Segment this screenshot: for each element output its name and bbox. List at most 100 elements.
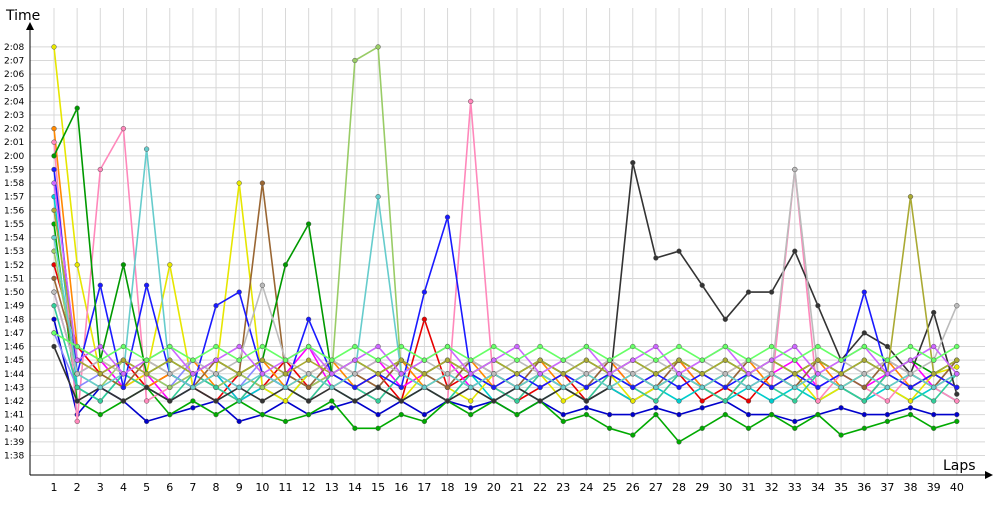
data-point xyxy=(722,343,728,350)
series-line xyxy=(53,182,958,389)
data-point xyxy=(97,357,103,363)
data-point xyxy=(51,303,57,309)
data-point xyxy=(954,411,960,418)
x-tick-label: 37 xyxy=(880,481,894,494)
data-point xyxy=(583,384,590,391)
data-point xyxy=(884,418,891,425)
x-tick-label: 12 xyxy=(302,481,316,494)
data-point xyxy=(630,384,636,391)
data-point xyxy=(468,371,474,377)
data-point xyxy=(329,405,335,411)
x-tick-label: 20 xyxy=(487,481,501,494)
data-point xyxy=(305,411,312,418)
data-point xyxy=(514,384,520,391)
data-point xyxy=(653,384,659,391)
data-point xyxy=(653,357,659,363)
y-tick-label: 1:42 xyxy=(4,397,24,407)
x-tick-label: 26 xyxy=(626,481,640,494)
data-point xyxy=(606,357,613,363)
data-point xyxy=(630,398,636,404)
data-point xyxy=(421,357,428,363)
data-point xyxy=(931,357,937,363)
data-point xyxy=(120,398,127,404)
data-point xyxy=(421,371,428,377)
data-point xyxy=(861,411,867,418)
data-point xyxy=(884,411,891,418)
data-point xyxy=(444,214,451,220)
data-point xyxy=(537,357,543,363)
data-point xyxy=(722,398,728,404)
data-point xyxy=(305,371,312,377)
data-point xyxy=(907,411,914,418)
x-tick-label: 27 xyxy=(649,481,663,494)
data-point xyxy=(259,371,266,377)
data-point xyxy=(51,139,57,145)
data-point xyxy=(51,275,57,282)
x-tick-label: 13 xyxy=(325,481,339,494)
data-point xyxy=(792,425,798,431)
data-point xyxy=(745,357,752,363)
data-point xyxy=(97,371,103,377)
series-line xyxy=(53,195,958,375)
data-point xyxy=(259,343,266,350)
data-point xyxy=(861,384,867,391)
data-point xyxy=(305,357,312,363)
data-point xyxy=(722,371,728,377)
x-axis-arrow xyxy=(985,471,993,479)
data-point xyxy=(861,330,867,336)
y-tick-label: 2:00 xyxy=(4,152,24,162)
x-tick-label: 9 xyxy=(236,481,243,494)
data-point xyxy=(931,384,937,391)
y-tick-label: 1:58 xyxy=(4,179,24,189)
data-point xyxy=(51,207,57,213)
data-point xyxy=(768,343,775,350)
data-point xyxy=(907,405,914,411)
data-point xyxy=(676,343,682,350)
y-tick-label: 1:46 xyxy=(4,343,24,353)
y-tick-label: 1:50 xyxy=(4,288,24,298)
data-point xyxy=(699,371,705,377)
data-point xyxy=(213,343,219,350)
data-point xyxy=(97,398,103,404)
data-point xyxy=(768,289,775,295)
data-point xyxy=(421,418,428,425)
y-axis-arrow xyxy=(26,22,34,30)
data-point xyxy=(676,384,682,391)
data-point xyxy=(722,316,728,322)
x-tick-label: 1 xyxy=(51,481,58,494)
series-line xyxy=(53,168,958,375)
x-tick-label: 31 xyxy=(742,481,756,494)
data-point xyxy=(190,371,196,377)
x-tick-label: 19 xyxy=(464,481,478,494)
data-point xyxy=(120,343,127,350)
x-tick-label: 39 xyxy=(927,481,941,494)
data-point xyxy=(792,343,798,350)
data-point xyxy=(768,371,775,377)
data-point xyxy=(606,371,613,377)
data-point xyxy=(190,405,196,411)
data-point xyxy=(537,371,543,377)
data-point xyxy=(51,166,57,173)
data-point xyxy=(375,411,381,418)
y-tick-label: 2:02 xyxy=(4,125,24,135)
data-point xyxy=(190,384,196,391)
data-point xyxy=(491,384,497,391)
data-point xyxy=(143,357,150,363)
x-tick-label: 29 xyxy=(695,481,709,494)
data-point xyxy=(537,343,543,350)
data-point xyxy=(768,384,775,391)
data-point xyxy=(884,398,891,404)
y-axis-title: Time xyxy=(5,8,40,24)
x-tick-label: 25 xyxy=(603,481,617,494)
data-point xyxy=(722,357,728,363)
x-tick-label: 40 xyxy=(950,481,964,494)
data-point xyxy=(282,262,289,268)
x-tick-label: 22 xyxy=(533,481,547,494)
data-point xyxy=(792,166,798,173)
data-point xyxy=(745,289,752,295)
data-point xyxy=(491,343,497,350)
data-point xyxy=(444,384,451,391)
data-point xyxy=(259,411,266,418)
data-point xyxy=(282,357,289,363)
data-point xyxy=(282,398,289,404)
